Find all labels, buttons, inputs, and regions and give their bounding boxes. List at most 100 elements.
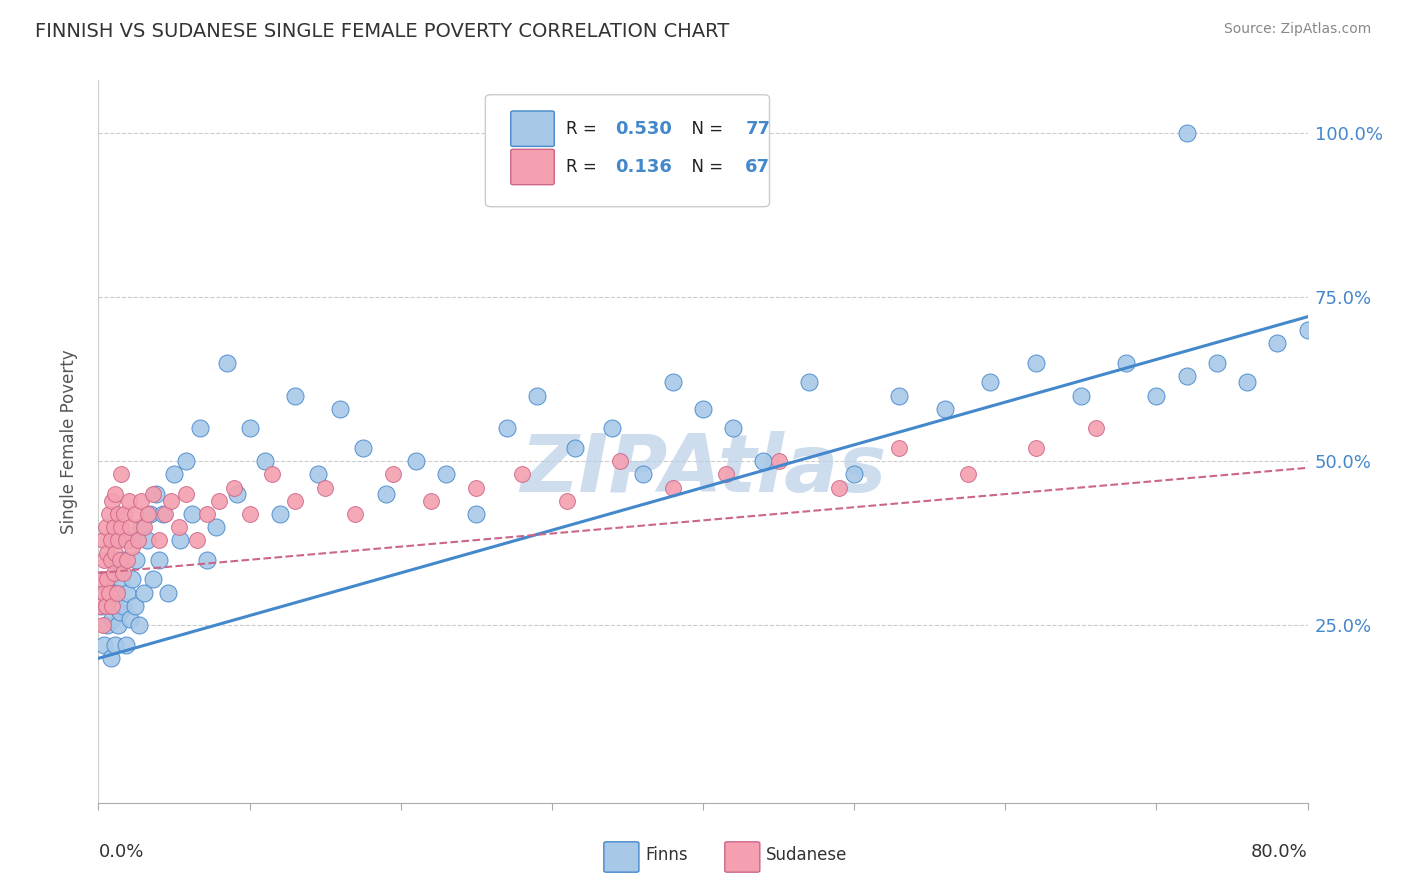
Point (121, 540, 143, 554)
Text: R =: R = (567, 158, 602, 176)
Text: Sudanese: Sudanese (766, 846, 848, 863)
Point (105, 585, 128, 599)
FancyBboxPatch shape (603, 842, 638, 872)
Point (94, 520, 117, 534)
FancyBboxPatch shape (724, 842, 759, 872)
Point (103, 566, 125, 580)
Point (107, 618, 129, 632)
Point (661, 481, 683, 495)
Point (91, 533, 114, 547)
Point (156, 585, 179, 599)
Point (226, 487, 249, 501)
Point (90, 599, 112, 613)
Point (121, 573, 143, 587)
Point (934, 401, 956, 416)
Text: 77: 77 (745, 120, 770, 137)
Point (153, 507, 176, 521)
Point (797, 376, 820, 390)
Point (114, 533, 136, 547)
Point (104, 638, 127, 652)
Point (142, 573, 165, 587)
Point (108, 553, 131, 567)
Point (96, 618, 118, 632)
Point (120, 612, 142, 626)
Point (768, 454, 790, 468)
Point (139, 507, 162, 521)
Point (105, 585, 128, 599)
Point (152, 507, 174, 521)
Point (1024, 441, 1046, 455)
Point (145, 487, 167, 501)
Point (129, 493, 152, 508)
Point (1024, 356, 1046, 370)
Text: 67: 67 (745, 158, 770, 176)
FancyBboxPatch shape (510, 149, 554, 185)
Point (163, 467, 186, 482)
Point (103, 520, 125, 534)
Point (107, 507, 129, 521)
Point (465, 481, 488, 495)
Point (148, 533, 170, 547)
Point (495, 421, 517, 435)
Point (352, 441, 374, 455)
Point (107, 533, 129, 547)
FancyBboxPatch shape (510, 111, 554, 146)
Point (609, 454, 631, 468)
Point (96, 546, 118, 560)
Point (1144, 388, 1167, 402)
Point (132, 585, 155, 599)
Point (96, 573, 118, 587)
Point (148, 553, 170, 567)
Point (465, 507, 488, 521)
Point (239, 421, 262, 435)
Point (889, 441, 911, 455)
Point (110, 467, 132, 482)
Point (169, 533, 191, 547)
Point (526, 388, 548, 402)
Point (101, 493, 124, 508)
Point (956, 467, 979, 482)
Point (224, 481, 246, 495)
Point (602, 421, 624, 435)
Point (132, 520, 155, 534)
FancyBboxPatch shape (485, 95, 769, 207)
Text: Source: ZipAtlas.com: Source: ZipAtlas.com (1223, 22, 1371, 37)
Point (100, 533, 122, 547)
Point (195, 507, 218, 521)
Point (314, 481, 336, 495)
Point (103, 599, 125, 613)
Point (1175, 368, 1198, 383)
Point (111, 599, 134, 613)
Point (104, 487, 127, 501)
Point (110, 520, 132, 534)
Point (127, 533, 149, 547)
Point (284, 493, 307, 508)
Point (115, 553, 138, 567)
Point (118, 493, 141, 508)
Point (284, 388, 307, 402)
Y-axis label: Single Female Poverty: Single Female Poverty (59, 350, 77, 533)
Point (100, 553, 122, 567)
Point (195, 553, 218, 567)
Point (142, 487, 165, 501)
Text: 0.0%: 0.0% (98, 843, 143, 861)
Point (1236, 376, 1258, 390)
Point (114, 638, 136, 652)
Point (382, 467, 405, 482)
Point (374, 487, 396, 501)
Text: R =: R = (567, 120, 602, 137)
Point (723, 421, 745, 435)
Point (253, 454, 276, 468)
Point (104, 546, 127, 560)
Point (262, 467, 284, 482)
Point (135, 533, 157, 547)
Point (186, 533, 208, 547)
Point (120, 520, 142, 534)
Point (555, 493, 578, 508)
Text: N =: N = (682, 120, 728, 137)
Point (215, 356, 238, 370)
Point (89, 599, 111, 613)
Point (101, 599, 124, 613)
Point (100, 651, 122, 665)
Point (208, 493, 231, 508)
